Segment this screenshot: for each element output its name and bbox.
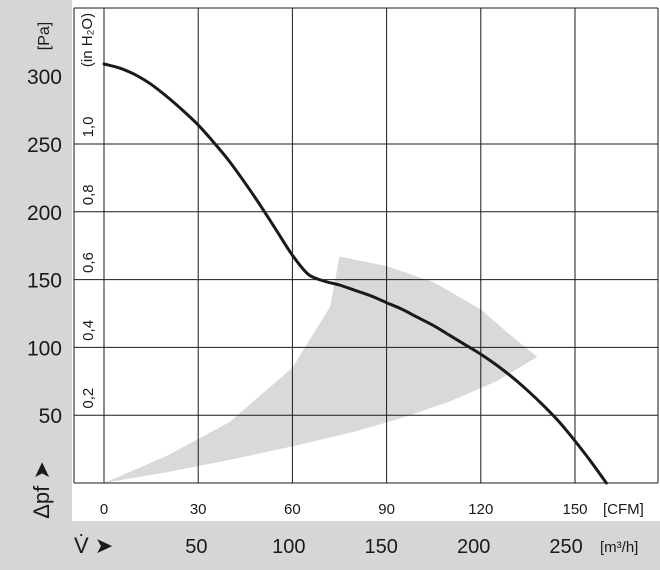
inh2o-tick-label: 0,2 bbox=[80, 388, 97, 409]
m3h-unit-label: [m³/h] bbox=[600, 539, 638, 556]
cfm-tick-label: 60 bbox=[284, 501, 301, 518]
pa-tick-label: 200 bbox=[27, 202, 62, 225]
pa-tick-label: 250 bbox=[27, 134, 62, 157]
pa-unit-label: [Pa] bbox=[36, 22, 53, 50]
cfm-tick-label: 90 bbox=[378, 501, 395, 518]
cfm-tick-label: 120 bbox=[468, 501, 493, 518]
operating-region bbox=[104, 256, 538, 483]
cfm-tick-label: 0 bbox=[100, 501, 108, 518]
flow-axis-label: V̇ ➤ bbox=[74, 533, 113, 558]
pressure-axis-label: Δpf ➤ bbox=[29, 461, 54, 519]
cfm-tick-label: 30 bbox=[190, 501, 207, 518]
bottom-axis-band bbox=[0, 521, 660, 570]
inh2o-tick-label: 0,8 bbox=[80, 184, 97, 205]
m3h-tick-label: 50 bbox=[185, 536, 207, 558]
m3h-tick-label: 200 bbox=[457, 536, 490, 558]
pa-tick-label: 100 bbox=[27, 337, 62, 360]
m3h-tick-label: 150 bbox=[365, 536, 398, 558]
inh2o-tick-label: 0,6 bbox=[80, 252, 97, 273]
left-axis-band bbox=[0, 0, 72, 570]
m3h-tick-label: 250 bbox=[549, 536, 582, 558]
plot-background bbox=[72, 0, 660, 521]
pa-tick-label: 50 bbox=[39, 405, 62, 428]
inh2o-unit-label: (in H₂O) bbox=[79, 13, 96, 67]
m3h-tick-label: 100 bbox=[272, 536, 305, 558]
pa-tick-label: 300 bbox=[27, 66, 62, 89]
inh2o-tick-label: 0,4 bbox=[80, 320, 97, 341]
cfm-unit-label: [CFM] bbox=[603, 501, 644, 518]
pa-tick-label: 150 bbox=[27, 270, 62, 293]
cfm-tick-label: 150 bbox=[562, 501, 587, 518]
inh2o-tick-label: 1,0 bbox=[80, 117, 97, 138]
fan-curve-line bbox=[102, 62, 608, 485]
